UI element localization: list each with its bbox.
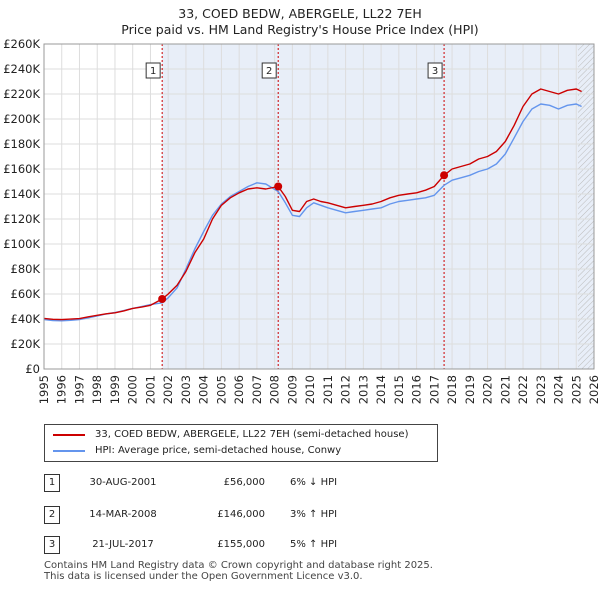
sale-number-badge: 3 bbox=[44, 536, 60, 554]
sale-label-box bbox=[145, 62, 161, 79]
y-tick-label: £40K bbox=[11, 312, 41, 326]
sale-hpi-diff: 3% ↑ HPI bbox=[290, 509, 338, 520]
y-tick-label: £120K bbox=[3, 212, 40, 226]
x-tick-label: 2014 bbox=[374, 375, 388, 404]
x-tick-label: 2025 bbox=[569, 375, 583, 404]
y-tick-label: £240K bbox=[3, 62, 40, 76]
legend-label-hpi: HPI: Average price, semi-detached house,… bbox=[95, 445, 342, 456]
footer-license: This data is licensed under the Open Gov… bbox=[44, 571, 363, 582]
forecast-hatch bbox=[578, 44, 594, 369]
property-series-line bbox=[43, 88, 582, 321]
y-tick-label: £160K bbox=[3, 162, 40, 176]
x-tick-label: 2021 bbox=[498, 375, 512, 404]
legend-label-property: 33, COED BEDW, ABERGELE, LL22 7EH (semi-… bbox=[95, 429, 409, 440]
y-tick-label: £80K bbox=[11, 262, 41, 276]
y-tick-label: £220K bbox=[3, 87, 40, 101]
chart-title-line1: 33, COED BEDW, ABERGELE, LL22 7EH bbox=[178, 6, 422, 21]
x-tick-label: 2004 bbox=[197, 375, 211, 404]
chart-title-line2: Price paid vs. HM Land Registry's House … bbox=[121, 22, 479, 37]
x-tick-label: 2007 bbox=[250, 375, 264, 404]
x-tick-label: 2026 bbox=[587, 375, 600, 404]
x-tick-label: 1996 bbox=[55, 375, 69, 404]
sale-date: 30-AUG-2001 bbox=[89, 477, 157, 488]
sale-number-badge: 1 bbox=[44, 474, 60, 492]
sale-point bbox=[440, 171, 449, 180]
x-tick-label: 2023 bbox=[534, 375, 548, 404]
x-tick-label: 2018 bbox=[445, 375, 459, 404]
sale-price: £146,000 bbox=[217, 509, 265, 520]
x-tick-label: 1997 bbox=[72, 375, 86, 404]
sale-point bbox=[274, 182, 283, 191]
y-tick-label: £200K bbox=[3, 112, 40, 126]
y-tick-label: £0 bbox=[25, 362, 40, 376]
x-tick-label: 2000 bbox=[126, 375, 140, 404]
x-tick-label: 2009 bbox=[285, 375, 299, 404]
shaded-period bbox=[444, 44, 594, 369]
sale-label-box bbox=[427, 62, 443, 79]
x-tick-label: 2012 bbox=[339, 375, 353, 404]
sale-price: £56,000 bbox=[223, 477, 265, 488]
sale-label-text: 1 bbox=[150, 66, 156, 77]
sales-table-row: 1 30-AUG-2001 £56,000 6% ↓ HPI bbox=[0, 474, 600, 494]
x-tick-label: 2002 bbox=[161, 375, 175, 404]
y-tick-label: £140K bbox=[3, 187, 40, 201]
legend-swatch-hpi bbox=[53, 450, 85, 452]
sales-table-row: 3 21-JUL-2017 £155,000 5% ↑ HPI bbox=[0, 536, 600, 556]
sale-label-text: 2 bbox=[266, 66, 272, 77]
sale-hpi-diff: 6% ↓ HPI bbox=[290, 477, 338, 488]
x-tick-label: 2005 bbox=[214, 375, 228, 404]
sale-hpi-diff: 5% ↑ HPI bbox=[290, 539, 338, 550]
x-tick-label: 2016 bbox=[410, 375, 424, 404]
chart-legend: 33, COED BEDW, ABERGELE, LL22 7EH (semi-… bbox=[44, 424, 438, 462]
y-tick-label: £20K bbox=[11, 337, 41, 351]
x-tick-label: 2011 bbox=[321, 375, 335, 404]
sale-label-box bbox=[261, 62, 277, 79]
x-tick-label: 1999 bbox=[108, 375, 122, 404]
x-tick-label: 2019 bbox=[463, 375, 477, 404]
x-tick-label: 2017 bbox=[427, 375, 441, 404]
x-tick-label: 2001 bbox=[143, 375, 157, 404]
x-tick-label: 1995 bbox=[37, 375, 51, 404]
x-tick-label: 2013 bbox=[356, 375, 370, 404]
y-tick-label: £100K bbox=[3, 237, 40, 251]
y-tick-label: £260K bbox=[3, 37, 40, 51]
y-tick-label: £180K bbox=[3, 137, 40, 151]
sale-point bbox=[158, 295, 167, 303]
x-tick-label: 2008 bbox=[268, 375, 282, 404]
x-tick-label: 2003 bbox=[179, 375, 193, 404]
x-tick-label: 2010 bbox=[303, 375, 317, 404]
price-chart: 1 2 3 £0 £20K £40K £60K £80K £100K £120K £140K £160… bbox=[3, 37, 600, 404]
footer-copyright: Contains HM Land Registry data © Crown c… bbox=[44, 560, 433, 571]
legend-swatch-property bbox=[53, 434, 85, 436]
x-tick-label: 2024 bbox=[552, 375, 566, 404]
sale-price: £155,000 bbox=[217, 539, 265, 550]
sale-number-badge: 2 bbox=[44, 506, 60, 524]
sale-date: 21-JUL-2017 bbox=[92, 539, 154, 550]
x-tick-label: 2022 bbox=[516, 375, 530, 404]
sale-label-text: 3 bbox=[432, 66, 438, 77]
y-tick-label: £60K bbox=[11, 287, 41, 301]
x-tick-label: 2015 bbox=[392, 375, 406, 404]
x-tick-label: 2020 bbox=[481, 375, 495, 404]
plot-frame bbox=[43, 43, 595, 370]
sale-date: 14-MAR-2008 bbox=[89, 509, 157, 520]
sales-table-row: 2 14-MAR-2008 £146,000 3% ↑ HPI bbox=[0, 506, 600, 526]
x-tick-label: 1998 bbox=[90, 375, 104, 404]
x-tick-label: 2006 bbox=[232, 375, 246, 404]
